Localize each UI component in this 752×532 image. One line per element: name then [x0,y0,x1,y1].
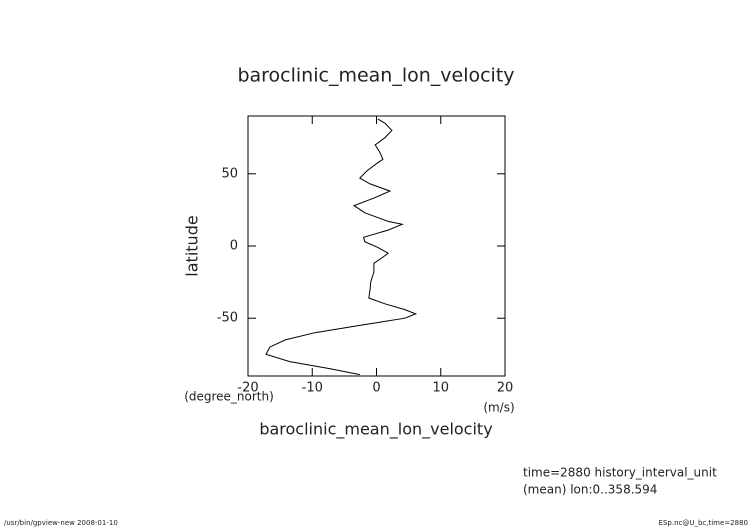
x-axis-units: (m/s) [483,401,514,415]
y-tick-label: 50 [221,166,238,181]
footer: /usr/bin/gpview-new 2008-01-10 [4,519,118,527]
profile-line [265,118,418,376]
x-axis-label: baroclinic_mean_lon_velocity [259,420,492,440]
annotation: time=2880 history_interval_unit [523,466,717,480]
y-axis-label: latitude [183,215,202,276]
x-tick-label: 10 [432,381,449,396]
x-tick-label: -10 [302,381,323,396]
footer: ESp.nc@U_bc,time=2880 [659,519,748,527]
x-tick-label: 20 [497,381,514,396]
x-tick-label: 0 [372,381,380,396]
annotation: (mean) lon:0..358.594 [523,483,657,497]
y-tick-label: -50 [217,311,238,326]
x-tick-label: -20 [237,381,258,396]
chart-title: baroclinic_mean_lon_velocity [237,65,514,87]
y-axis-units: (degree_north) [184,390,274,404]
y-tick-label: 0 [230,239,238,254]
plot-frame [247,115,506,377]
